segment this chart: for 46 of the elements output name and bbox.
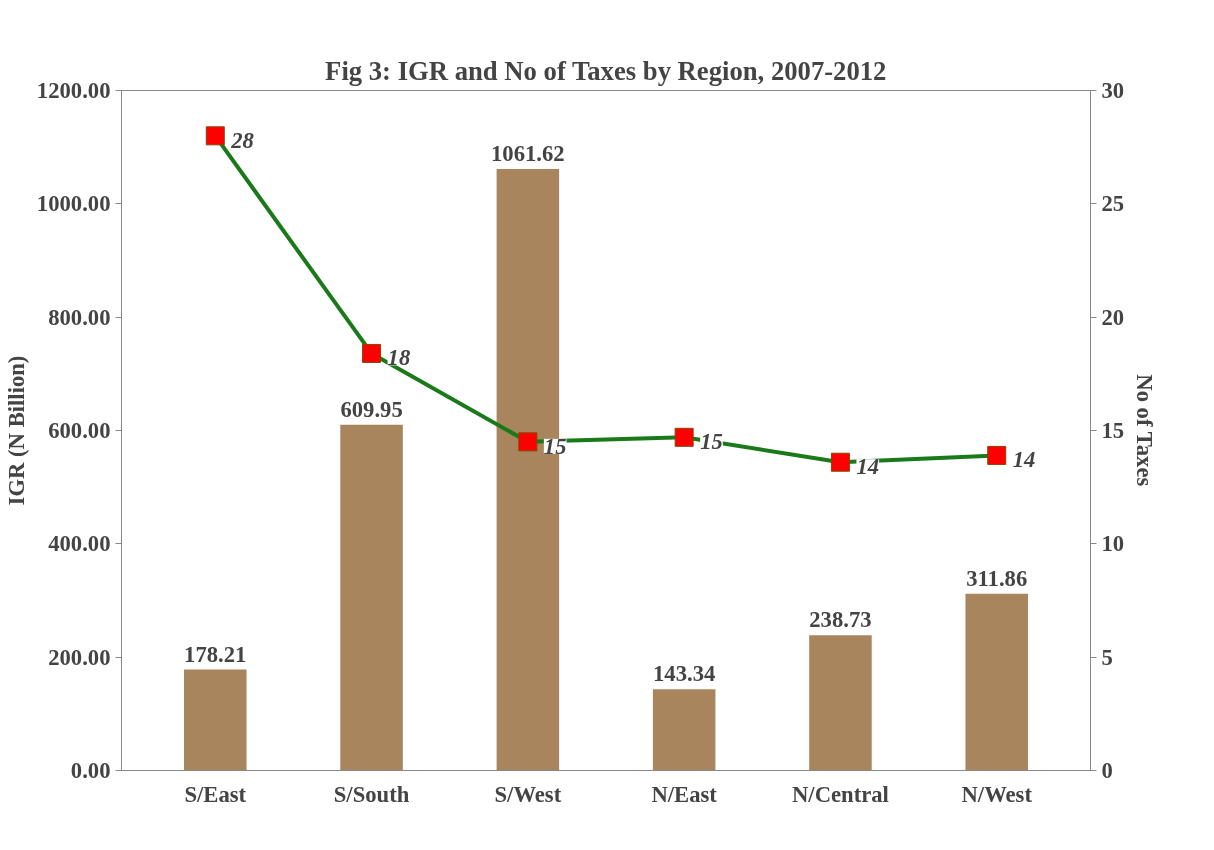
data-label: 14 xyxy=(1012,447,1036,473)
x-tick-label: S/West xyxy=(494,781,562,807)
point xyxy=(205,126,225,146)
y-tick-label: 0.00 xyxy=(70,758,111,783)
data-label: 28 xyxy=(230,127,254,153)
y2-tick-label: 5 xyxy=(1101,644,1113,670)
y-axis-title: IGR (N Billion) xyxy=(3,355,29,506)
bar xyxy=(340,424,403,771)
data-label: 143.34 xyxy=(652,661,716,687)
point xyxy=(362,343,382,363)
chart-title: Fig 3: IGR and No of Taxes by Region, 2007-2012 xyxy=(325,55,887,86)
data-label: 311.86 xyxy=(966,565,1028,591)
data-label: 15 xyxy=(543,433,567,459)
y-tick-label: 600.00 xyxy=(48,418,111,443)
y-tick-label: 400.00 xyxy=(48,531,111,557)
y-tick-label: 800.00 xyxy=(48,304,111,330)
bar xyxy=(184,669,247,771)
data-label: 178.21 xyxy=(184,641,247,667)
bar xyxy=(809,635,872,771)
x-tick-label: S/East xyxy=(184,781,247,807)
data-label: 14 xyxy=(856,454,880,480)
point xyxy=(518,432,538,452)
y2-tick-label: 25 xyxy=(1101,191,1125,217)
data-label: 18 xyxy=(387,345,411,371)
data-label: 238.73 xyxy=(809,607,872,633)
y2-tick-label: 15 xyxy=(1101,418,1125,443)
bar xyxy=(652,689,716,771)
y2-tick-label: 10 xyxy=(1101,531,1125,557)
x-tick-label: N/West xyxy=(961,781,1033,807)
data-label: 15 xyxy=(700,429,723,455)
x-tick-label: N/Central xyxy=(791,781,889,807)
y2-axis-title: No of Taxes xyxy=(1132,374,1158,487)
y2-tick-label: 0 xyxy=(1101,758,1113,783)
point xyxy=(987,445,1007,465)
x-tick-label: S/South xyxy=(333,781,410,807)
y-tick-label: 1200.00 xyxy=(36,78,111,103)
bar xyxy=(965,593,1028,771)
y-tick-label: 200.00 xyxy=(48,644,111,670)
y-tick-label: 1000.00 xyxy=(36,191,111,217)
y2-tick-label: 30 xyxy=(1101,78,1125,103)
x-tick-label: N/East xyxy=(651,781,718,807)
data-label: 609.95 xyxy=(340,396,403,422)
data-label: 1061.62 xyxy=(491,140,565,166)
point xyxy=(674,427,694,447)
y2-tick-label: 20 xyxy=(1101,304,1125,330)
point xyxy=(830,452,850,472)
